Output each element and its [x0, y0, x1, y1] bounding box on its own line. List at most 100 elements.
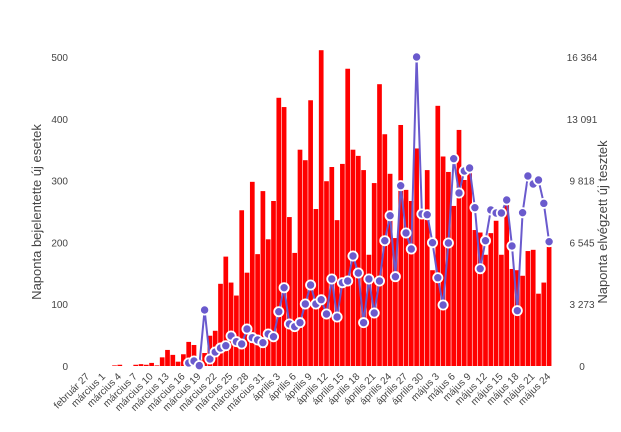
- left-tick-label: 0: [62, 362, 68, 373]
- case-bar: [324, 181, 329, 366]
- case-bar: [419, 211, 425, 366]
- test-point: [389, 271, 401, 283]
- test-point: [331, 311, 343, 323]
- left-axis-title: Naponta bejelentette új esetek: [29, 124, 44, 300]
- right-tick-label: 9 818: [569, 177, 594, 188]
- test-point: [299, 298, 311, 310]
- case-bar: [355, 155, 361, 366]
- case-bar: [260, 191, 266, 366]
- test-point: [453, 187, 465, 199]
- case-bar: [371, 183, 377, 366]
- test-point: [193, 360, 205, 372]
- case-bar: [308, 100, 313, 366]
- test-point: [411, 51, 423, 63]
- case-bar: [499, 254, 504, 366]
- case-bar: [329, 167, 335, 366]
- case-bar: [133, 364, 139, 366]
- case-bar: [546, 246, 552, 366]
- case-bar: [239, 210, 245, 366]
- case-bar: [514, 270, 520, 366]
- left-tick-label: 300: [51, 177, 68, 188]
- test-point: [474, 263, 486, 275]
- case-bar: [143, 364, 149, 366]
- case-bar: [276, 97, 282, 367]
- case-bar: [488, 233, 494, 366]
- case-bar: [191, 344, 197, 366]
- right-tick-label: 16 364: [567, 53, 598, 64]
- test-point: [384, 210, 396, 222]
- test-point: [358, 317, 370, 329]
- case-bar: [467, 173, 472, 366]
- test-point: [400, 227, 412, 239]
- test-point: [204, 353, 216, 365]
- test-point: [352, 267, 364, 279]
- case-bar: [424, 170, 430, 366]
- tests-line: [183, 51, 555, 372]
- left-tick-label: 100: [51, 300, 68, 311]
- test-point: [267, 331, 279, 343]
- test-point: [347, 250, 359, 262]
- case-bar: [520, 275, 525, 366]
- case-bar: [403, 189, 409, 366]
- case-bar: [138, 364, 144, 366]
- case-bar: [318, 50, 324, 367]
- right-tick-label: 13 091: [567, 115, 598, 126]
- test-point: [426, 237, 438, 249]
- test-point: [342, 275, 354, 287]
- case-bar: [112, 365, 117, 366]
- case-bar: [271, 200, 276, 366]
- case-bar: [430, 270, 435, 366]
- case-bar: [265, 239, 271, 366]
- case-bar: [377, 84, 382, 366]
- left-tick-label: 400: [51, 115, 68, 126]
- test-point: [368, 307, 380, 319]
- test-point: [464, 162, 476, 174]
- test-point: [315, 294, 327, 306]
- test-point: [543, 236, 555, 248]
- right-axis-title: Naponta elvégzett új tesztek: [595, 140, 610, 304]
- case-bar: [451, 205, 457, 366]
- test-point: [199, 304, 211, 316]
- case-bar: [398, 124, 404, 366]
- case-bar: [493, 220, 499, 366]
- case-bar: [186, 341, 192, 366]
- test-point: [305, 279, 317, 291]
- left-tick-label: 500: [51, 53, 68, 64]
- test-point: [469, 202, 481, 214]
- case-bar: [461, 179, 467, 366]
- case-bar: [361, 170, 366, 366]
- test-point: [533, 174, 545, 186]
- case-bar: [255, 254, 260, 366]
- test-point: [501, 194, 513, 206]
- test-point: [522, 170, 534, 182]
- test-point: [373, 275, 385, 287]
- test-point: [363, 273, 375, 285]
- case-bar: [393, 238, 398, 366]
- case-bar: [228, 282, 234, 366]
- test-point: [448, 153, 460, 165]
- case-bar: [181, 354, 186, 366]
- case-bar: [483, 254, 488, 366]
- case-bar: [223, 256, 229, 366]
- test-point: [294, 317, 306, 329]
- case-bar: [334, 220, 340, 366]
- case-bar: [170, 354, 176, 366]
- case-bar: [297, 149, 303, 366]
- case-bar: [281, 107, 287, 367]
- case-bar: [440, 156, 446, 366]
- case-bar: [159, 357, 165, 366]
- case-bar: [525, 251, 531, 366]
- test-point: [437, 299, 449, 311]
- right-axis-ticks: 0 3 273 6 545 9 818 13 091 16 364: [567, 53, 598, 373]
- case-bar: [345, 68, 351, 366]
- test-point: [405, 243, 417, 255]
- case-bar: [117, 364, 123, 366]
- case-bar: [244, 272, 250, 366]
- test-point: [517, 207, 529, 219]
- test-point: [220, 340, 232, 352]
- cases-bars: [112, 50, 552, 367]
- right-tick-label: 0: [579, 362, 585, 373]
- test-point: [442, 237, 454, 249]
